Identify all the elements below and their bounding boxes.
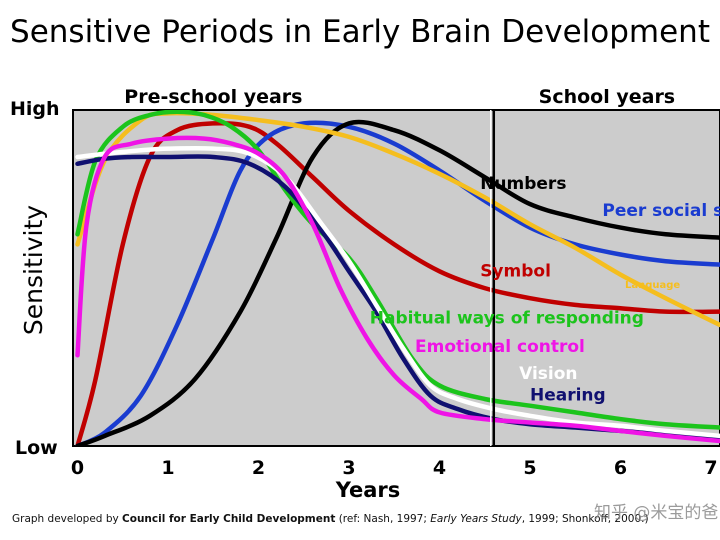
y-low-label: Low	[15, 437, 58, 459]
x-tick-label: 3	[342, 457, 355, 479]
footnote-study: Early Years Study	[430, 513, 522, 525]
watermark: 知乎 @米宝的爸	[594, 503, 719, 523]
series-line-numbers	[75, 119, 720, 446]
y-high-label: High	[10, 98, 60, 120]
y-axis-label: Sensitivity	[19, 205, 48, 335]
footnote-org: Council for Early Child Development	[122, 513, 336, 525]
series-label-numbers: Numbers	[480, 174, 566, 194]
series-label-layer: Numbers Peer social skills Symbol Language H…	[370, 174, 720, 406]
series-layer	[75, 110, 720, 446]
source-footnote: Graph developed by Council for Early Chi…	[12, 513, 649, 525]
plot-background	[72, 109, 720, 447]
series-label-vision: Vision	[519, 364, 577, 384]
region-divider-layer: Pre-school years School years	[124, 86, 675, 446]
series-line-vision	[75, 145, 720, 439]
x-tick-label: 1	[161, 457, 174, 479]
x-tick-label: 5	[523, 457, 536, 479]
x-tick-label: 7	[704, 457, 717, 479]
series-label-symbol: Symbol	[480, 261, 551, 281]
footnote-ref-close: , 1999; Shonkoff, 2000.)	[521, 513, 649, 525]
series-label-language: Language	[625, 280, 680, 291]
region-label-school-years: School years	[539, 86, 675, 108]
series-label-habitual-ways-of-responding: Habitual ways of responding	[370, 308, 644, 328]
chart-title: Sensitive Periods in Early Brain Develop…	[10, 14, 710, 50]
series-label-peer-social-skills: Peer social skills	[602, 201, 720, 221]
series-label-emotional-control: Emotional control	[415, 337, 585, 357]
series-label-hearing: Hearing	[530, 386, 606, 406]
footnote-prefix: Graph developed by	[12, 513, 123, 525]
region-label-pre-school-years: Pre-school years	[124, 86, 302, 108]
x-tick-label: 6	[614, 457, 627, 479]
series-line-emotional-control	[75, 135, 720, 444]
x-tick-label: 4	[433, 457, 446, 479]
x-tick-label: 2	[252, 457, 265, 479]
x-tick-label: 0	[71, 457, 84, 479]
axis-text-layer: Years Sensitivity High Low	[10, 98, 400, 502]
series-line-symbol	[75, 120, 720, 446]
x-tick-layer: 0 1 2 3 4 5 6 7	[71, 457, 718, 479]
footnote-ref-open: (ref: Nash, 1997;	[335, 513, 431, 525]
x-axis-label: Years	[335, 478, 401, 502]
